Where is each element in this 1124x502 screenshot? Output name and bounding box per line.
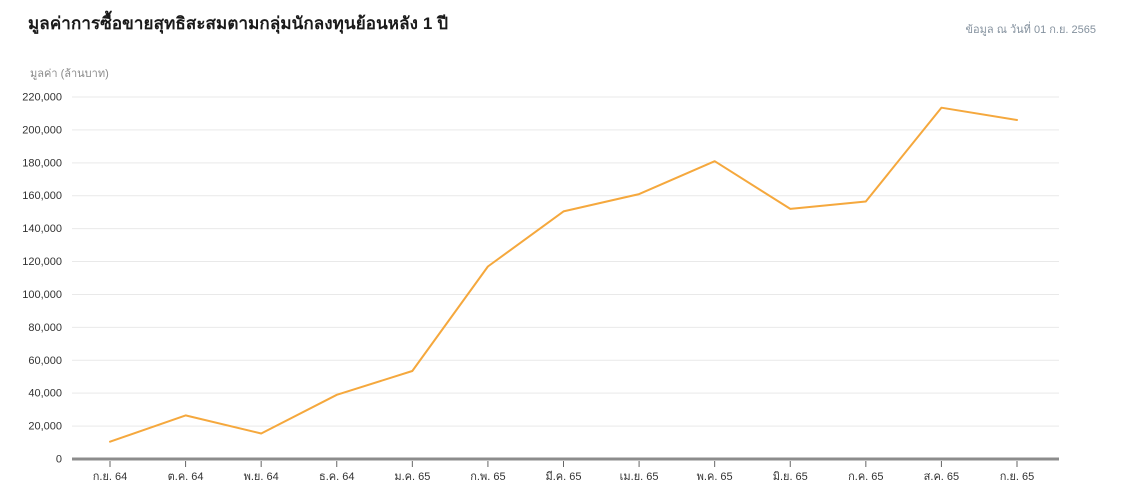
x-tick-label: มี.ค. 65 [545, 470, 581, 483]
x-tick-label: พ.ย. 64 [244, 471, 279, 483]
y-tick-label: 120,000 [22, 256, 62, 268]
y-tick-label: 80,000 [28, 322, 62, 334]
chart-title: มูลค่าการซื้อขายสุทธิสะสมตามกลุ่มนักลงทุ… [28, 14, 449, 33]
y-tick-label: 200,000 [22, 124, 62, 136]
x-tick-label: ก.ย. 65 [1000, 471, 1035, 483]
y-tick-label: 160,000 [22, 190, 62, 202]
y-tick-label: 220,000 [22, 92, 62, 104]
x-tick-label: ก.พ. 65 [470, 471, 505, 483]
x-tick-label: มิ.ย. 65 [773, 471, 808, 483]
x-tick-label: ธ.ค. 64 [319, 471, 354, 483]
x-tick-label: ก.ค. 65 [848, 471, 883, 483]
x-tick-label: เม.ย. 65 [620, 471, 659, 483]
as-of-date-label: ข้อมูล ณ วันที่ 01 ก.ย. 2565 [965, 24, 1096, 36]
x-tick-label: ม.ค. 65 [394, 471, 430, 483]
y-tick-label: 0 [56, 454, 62, 466]
y-tick-label: 20,000 [28, 421, 62, 433]
x-tick-label: ส.ค. 65 [924, 471, 959, 483]
net-trading-value-line [109, 106, 1018, 443]
y-axis-unit-label: มูลค่า (ล้านบาท) [30, 68, 109, 80]
x-tick-label: ต.ค. 64 [168, 471, 204, 483]
y-tick-label: 180,000 [22, 157, 62, 169]
y-tick-label: 60,000 [28, 355, 62, 367]
x-tick-label: ก.ย. 64 [93, 471, 128, 483]
x-tick-label: พ.ค. 65 [697, 471, 733, 483]
y-tick-label: 140,000 [22, 223, 62, 235]
y-tick-label: 40,000 [28, 388, 62, 400]
y-tick-label: 100,000 [22, 289, 62, 301]
